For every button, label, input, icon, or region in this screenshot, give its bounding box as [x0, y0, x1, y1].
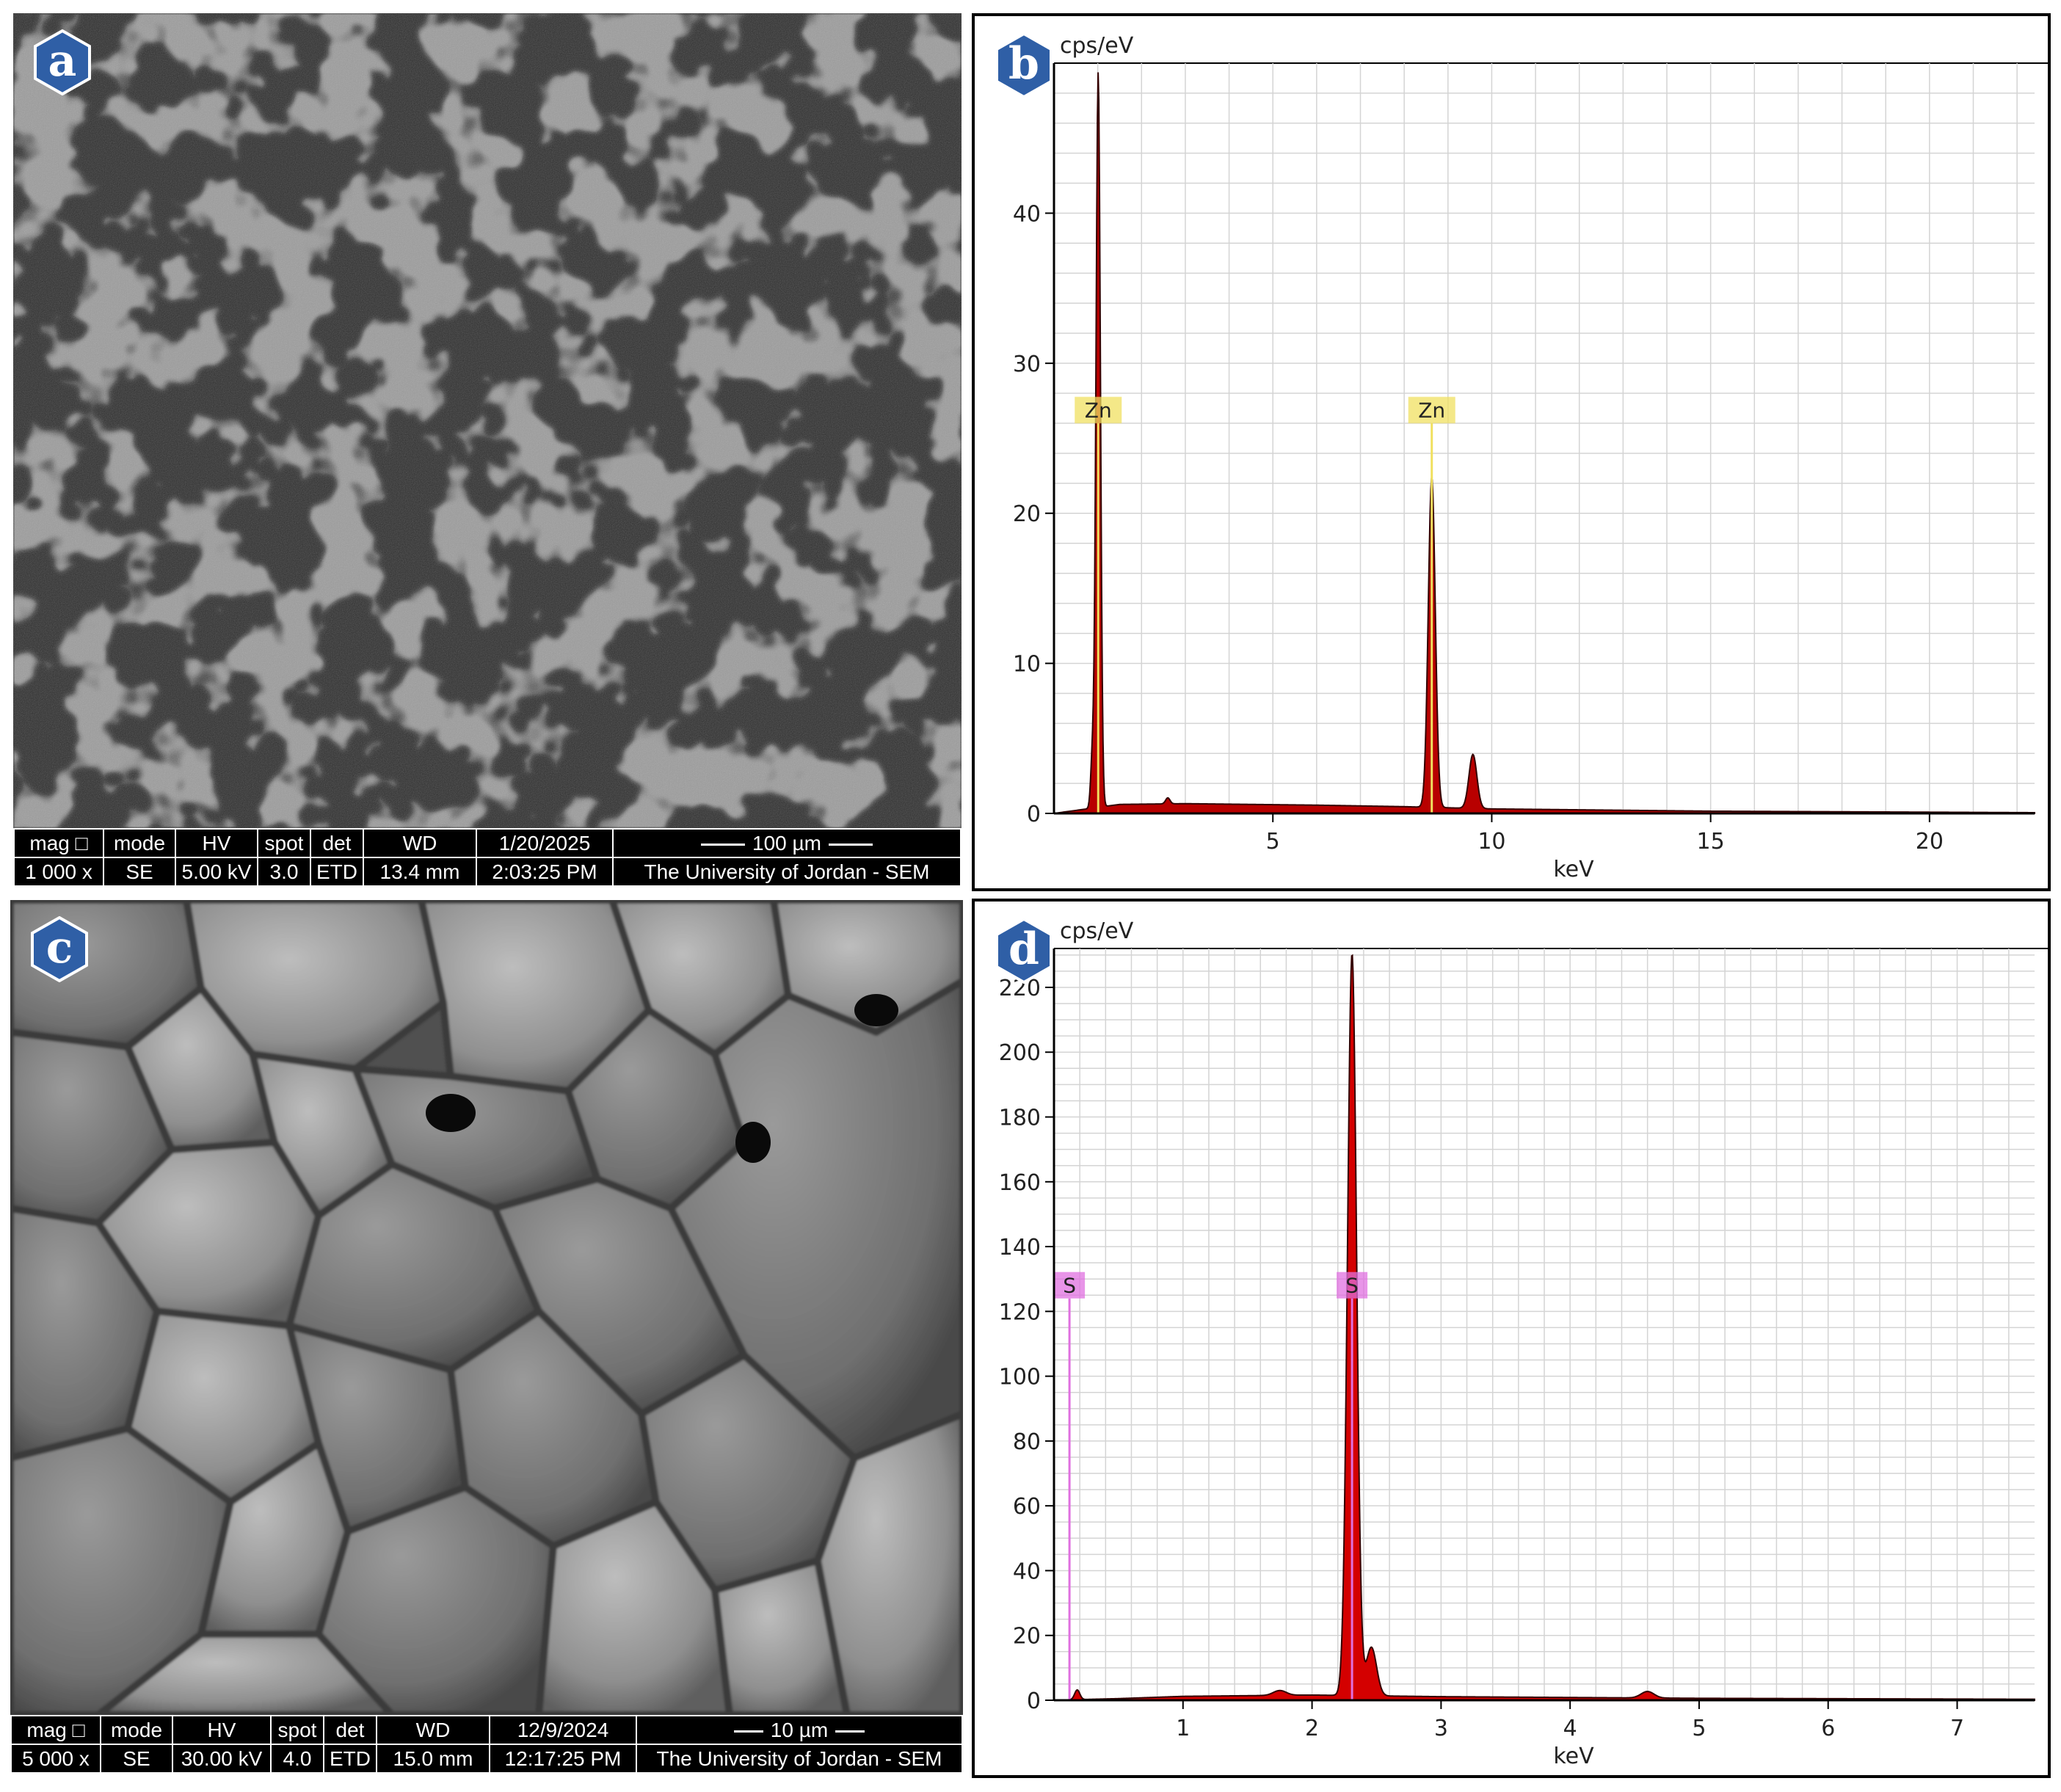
plot-grid: [1054, 948, 2035, 1700]
panel-letter-d: d: [1008, 924, 1039, 975]
y-tick-label: 40: [1013, 1559, 1041, 1584]
databar-value: 1 000 x: [13, 857, 104, 887]
databar-value: 15.0 mm: [376, 1744, 490, 1774]
x-tick-label: 2: [1305, 1716, 1319, 1741]
scale-bar-label: 10 µm: [636, 1715, 963, 1745]
x-tick-label: 5: [1266, 829, 1280, 855]
eds-spectrum-panel-b: Zn Zn 0 10 20 30 40 5 10 15 20 cps/eV keV b: [972, 13, 2051, 891]
databar-date: 1/20/2025: [476, 828, 614, 858]
databar-header: HV: [175, 828, 258, 858]
sem-databar-c: mag □ mode HV spot det WD 12/9/2024 10 µ…: [10, 1715, 963, 1774]
y-axis-label: cps/eV: [1060, 33, 1134, 59]
y-tick-label: 120: [999, 1299, 1041, 1325]
x-tick-label: 20: [1916, 829, 1944, 855]
databar-institution: The University of Jordan - SEM: [636, 1744, 963, 1774]
databar-header: mode: [100, 1715, 173, 1745]
panel-label-badge-a: a: [29, 29, 95, 96]
sem-databar-a: mag □ mode HV spot det WD 1/20/2025 100 …: [13, 828, 962, 887]
databar-value: 4.0: [270, 1744, 324, 1774]
panel-letter-b: b: [1008, 38, 1039, 90]
databar-header: mag □: [10, 1715, 101, 1745]
databar-header: WD: [363, 828, 477, 858]
spectrum-trace: [1053, 954, 2035, 1701]
x-tick-label: 4: [1563, 1716, 1577, 1741]
element-marker-s: S: [1337, 1272, 1368, 1700]
databar-header: det: [323, 1715, 377, 1745]
y-tick-label: 60: [1013, 1494, 1041, 1520]
databar-time: 12:17:25 PM: [489, 1744, 637, 1774]
x-tick-label: 6: [1821, 1716, 1835, 1741]
element-marker-s: S: [1054, 1272, 1086, 1700]
panel-label-badge-c: c: [26, 915, 92, 983]
y-tick-label: 160: [999, 1170, 1041, 1196]
x-tick-label: 15: [1697, 829, 1725, 855]
databar-value: 5.00 kV: [175, 857, 258, 887]
element-marker-label: S: [1063, 1274, 1076, 1298]
panel-letter-a: a: [48, 35, 77, 87]
scale-bar-label: 100 µm: [612, 828, 962, 858]
panel-letter-c: c: [46, 922, 73, 973]
plot-grid: [1054, 63, 2035, 813]
databar-header: WD: [376, 1715, 490, 1745]
databar-value: 13.4 mm: [363, 857, 477, 887]
databar-value: SE: [100, 1744, 173, 1774]
databar-institution: The University of Jordan - SEM: [612, 857, 962, 887]
panel-label-badge-d: d: [991, 918, 1057, 984]
databar-value: 5 000 x: [10, 1744, 101, 1774]
sem-micrograph-a: [13, 13, 962, 828]
y-tick-label: 20: [1013, 1624, 1041, 1650]
databar-value: SE: [103, 857, 176, 887]
y-tick-label: 40: [1013, 201, 1041, 227]
databar-date: 12/9/2024: [489, 1715, 637, 1745]
y-tick-label: 20: [1013, 501, 1041, 527]
eds-spectrum-panel-d: S S 0 20 40 60 80 100 120 140 160 180 200 220 1 2 3 4 5 6 7 c…: [972, 899, 2051, 1778]
y-tick-label: 10: [1013, 652, 1041, 678]
databar-value: 3.0: [257, 857, 311, 887]
x-tick-label: 10: [1477, 829, 1505, 855]
element-marker-label-box: [1054, 1272, 1086, 1299]
databar-header: spot: [257, 828, 311, 858]
x-tick-label: 1: [1176, 1716, 1190, 1741]
y-tick-label: 100: [999, 1365, 1041, 1390]
x-tick-label: 3: [1434, 1716, 1448, 1741]
eds-spectrum-chart-b: Zn Zn 0 10 20 30 40 5 10 15 20 cps/eV keV: [1013, 33, 2048, 882]
databar-header: det: [310, 828, 364, 858]
sem-image-panel-a: a mag □ mode HV spot det WD 1/20/2025 10…: [13, 13, 962, 887]
x-tick-label: 5: [1692, 1716, 1706, 1741]
databar-time: 2:03:25 PM: [476, 857, 614, 887]
databar-value: ETD: [310, 857, 364, 887]
element-marker-zn: Zn: [1075, 396, 1122, 813]
y-tick-label: 0: [1027, 1688, 1041, 1714]
databar-value: 30.00 kV: [172, 1744, 272, 1774]
x-tick-label: 7: [1950, 1716, 1964, 1741]
y-tick-label: 30: [1013, 352, 1041, 377]
y-tick-label: 0: [1027, 802, 1041, 827]
databar-header: mode: [103, 828, 176, 858]
databar-header: mag □: [13, 828, 104, 858]
sem-micrograph-c: [10, 900, 963, 1715]
y-tick-label: 140: [999, 1235, 1041, 1260]
element-marker-label: S: [1345, 1274, 1359, 1298]
databar-header: HV: [172, 1715, 272, 1745]
element-marker-label: Zn: [1085, 399, 1112, 423]
y-tick-label: 180: [999, 1106, 1041, 1131]
databar-value: ETD: [323, 1744, 377, 1774]
element-marker-label-box: [1408, 396, 1455, 424]
element-marker-label-box: [1075, 396, 1122, 424]
y-tick-label: 200: [999, 1040, 1041, 1066]
sem-image-panel-c: c mag □ mode HV spot det WD 12/9/2024 10…: [10, 900, 963, 1774]
databar-header: spot: [270, 1715, 324, 1745]
y-tick-label: 80: [1013, 1429, 1041, 1455]
spectrum-trace: [1053, 72, 2035, 814]
x-axis-label: keV: [1553, 857, 1594, 882]
element-marker-zn: Zn: [1408, 396, 1455, 813]
panel-label-badge-b: b: [991, 32, 1057, 98]
y-axis-label: cps/eV: [1060, 918, 1134, 944]
element-marker-label: Zn: [1418, 399, 1445, 423]
x-axis-label: keV: [1553, 1744, 1594, 1769]
element-marker-label-box: [1337, 1272, 1368, 1299]
